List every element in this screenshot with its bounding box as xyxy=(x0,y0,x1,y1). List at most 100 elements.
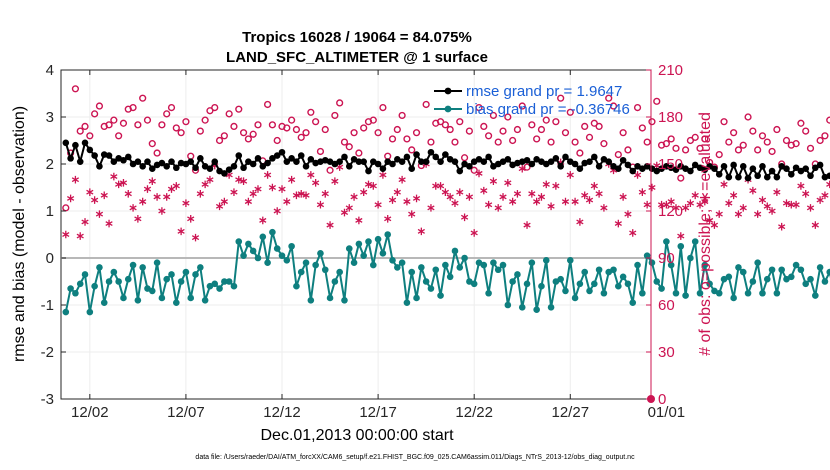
bias-point xyxy=(221,278,228,285)
obs-evaluated-point xyxy=(730,191,738,200)
bias-point xyxy=(557,275,564,283)
rmse-series xyxy=(62,139,830,182)
bias-point xyxy=(269,228,276,236)
obs-possible-point xyxy=(571,138,579,146)
bias-point xyxy=(600,289,608,297)
obs-possible-point xyxy=(283,124,291,132)
obs-possible-point xyxy=(182,118,190,126)
bias-point xyxy=(682,292,689,299)
rmse-point xyxy=(701,166,709,173)
obs-evaluated-point xyxy=(307,171,315,179)
obs-evaluated-point xyxy=(134,215,142,223)
obs-evaluated-point xyxy=(811,221,819,229)
obs-possible-point xyxy=(768,147,776,156)
rmse-point xyxy=(427,148,435,156)
rmse-point xyxy=(562,153,569,161)
rmse-point xyxy=(826,172,830,180)
obs-possible-point xyxy=(513,125,522,134)
obs-possible-point xyxy=(552,118,560,126)
obs-evaluated-point xyxy=(388,196,397,204)
obs-possible-point xyxy=(677,174,685,182)
obs-evaluated-point xyxy=(364,180,373,189)
bias-point xyxy=(197,264,204,271)
rmse-point xyxy=(725,173,733,181)
obs-possible-point xyxy=(302,129,310,137)
bias-point xyxy=(432,266,440,274)
bias-point xyxy=(624,280,632,288)
bias-point xyxy=(687,254,694,262)
rmse-point xyxy=(360,158,367,165)
obs-possible-point xyxy=(494,138,502,146)
obs-possible-point xyxy=(312,118,320,126)
obs-possible-point xyxy=(734,146,743,154)
obs-evaluated-point xyxy=(148,177,156,186)
obs-evaluated-point xyxy=(768,207,776,215)
obs-evaluated-point xyxy=(629,229,637,237)
bias-point xyxy=(355,240,363,248)
rmse-point xyxy=(763,173,771,181)
rmse-point xyxy=(187,158,195,165)
obs-possible-point xyxy=(244,135,252,143)
rmse-point xyxy=(485,153,492,161)
obs-possible-point xyxy=(782,136,791,145)
bias-point xyxy=(701,261,709,269)
rmse-point xyxy=(754,172,761,180)
bias-point xyxy=(283,257,291,264)
rmse-point xyxy=(615,165,622,172)
obs-evaluated-point xyxy=(518,164,526,173)
obs-evaluated-point xyxy=(379,171,387,179)
obs-evaluated-point xyxy=(734,210,743,218)
bias-point xyxy=(408,268,416,276)
bias-point xyxy=(148,287,156,295)
y-right-tick-label-6: 180 xyxy=(658,109,683,126)
bias-point xyxy=(307,297,315,304)
obs-possible-point xyxy=(566,108,574,116)
bias-point xyxy=(259,233,267,241)
obs-possible-point xyxy=(744,113,752,121)
obs-evaluated-point xyxy=(547,202,555,211)
obs-evaluated-point xyxy=(533,197,541,206)
obs-evaluated-point xyxy=(393,188,401,196)
rmse-point xyxy=(418,158,425,165)
obs-evaluated-point xyxy=(417,227,425,236)
obs-evaluated-point xyxy=(297,189,305,198)
obs-evaluated-point xyxy=(360,188,368,196)
rmse-point xyxy=(230,163,238,170)
bias-point xyxy=(619,273,627,281)
obs-possible-point xyxy=(465,127,473,135)
bias-point xyxy=(730,294,737,302)
obs-evaluated-point xyxy=(86,188,94,196)
rmse-point xyxy=(816,161,824,169)
obs-possible-point xyxy=(499,127,507,135)
obs-possible-point xyxy=(374,129,382,137)
obs-evaluated-point xyxy=(230,188,238,196)
obs-possible-point xyxy=(427,138,435,146)
obs-evaluated-point xyxy=(576,218,584,226)
bias-point xyxy=(427,285,435,292)
obs-evaluated-point xyxy=(91,196,99,204)
obs-evaluated-point xyxy=(158,207,166,215)
bias-point xyxy=(451,247,459,255)
obs-evaluated-point xyxy=(163,193,171,201)
obs-possible-point xyxy=(480,122,488,131)
obs-evaluated-point xyxy=(182,199,190,207)
bias-point xyxy=(293,282,300,290)
rmse-point xyxy=(206,165,214,172)
obs-evaluated-point xyxy=(509,197,517,206)
obs-evaluated-point xyxy=(600,204,608,212)
bias-point xyxy=(768,266,776,274)
obs-evaluated-point xyxy=(451,199,459,207)
obs-possible-point xyxy=(638,124,646,132)
obs-possible-point xyxy=(528,121,536,129)
obs-evaluated-point xyxy=(701,197,709,206)
rmse-point xyxy=(341,153,348,161)
bias-point xyxy=(672,289,680,297)
obs-evaluated-point xyxy=(201,180,209,189)
obs-evaluated-point xyxy=(648,183,656,192)
obs-possible-point xyxy=(225,110,233,118)
obs-evaluated-point xyxy=(802,189,810,198)
rmse-point xyxy=(586,158,593,165)
bias-point xyxy=(326,294,334,302)
bias-point xyxy=(509,278,516,285)
obs-possible-point xyxy=(485,132,493,140)
